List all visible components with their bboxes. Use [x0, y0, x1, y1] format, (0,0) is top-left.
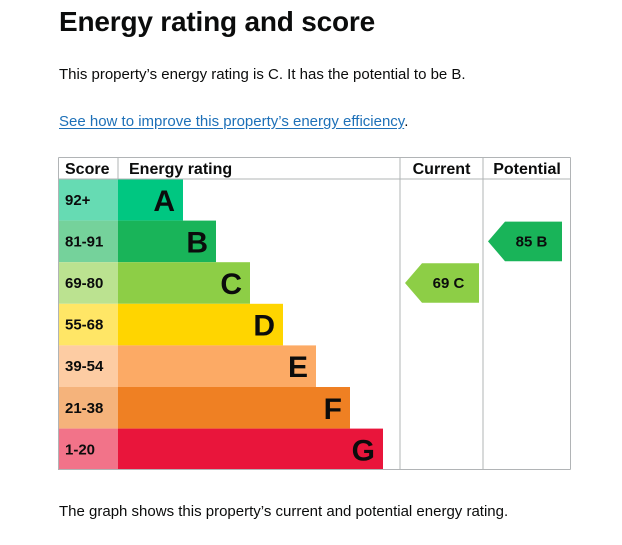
- score-label-f: 21-38: [65, 400, 103, 417]
- energy-rating-graph: 92+ A 81-91 B 69-80 C 55-68 D 39-54 E 21-38 F 1-20 G S…: [58, 157, 571, 470]
- score-cell-c: [58, 262, 118, 304]
- score-label-a: 92+: [65, 192, 91, 209]
- rating-letter-c: C: [220, 268, 242, 301]
- score-cell-e: [58, 345, 118, 387]
- score-cell-d: [58, 303, 118, 346]
- rating-bar-d: [118, 303, 283, 346]
- score-label-c: 69-80: [65, 275, 103, 292]
- header-current: Current: [413, 161, 471, 178]
- rating-letter-f: F: [324, 393, 342, 426]
- rating-letter-g: G: [352, 434, 375, 467]
- page-title: Energy rating and score: [59, 6, 375, 37]
- rating-letter-e: E: [288, 351, 308, 384]
- improve-link-line: See how to improve this property’s energ…: [59, 113, 408, 130]
- rating-bar-g: [118, 428, 383, 470]
- rating-bar-e: [118, 345, 316, 387]
- current-rating-arrow: [405, 263, 479, 303]
- score-label-e: 39-54: [65, 358, 104, 375]
- score-cell-b: [58, 220, 118, 263]
- rating-bar-f: [118, 387, 350, 429]
- current-rating-label: 69 C: [433, 275, 465, 292]
- score-cell-f: [58, 387, 118, 429]
- score-cell-g: [58, 428, 118, 470]
- rating-letter-d: D: [253, 310, 275, 343]
- header-energy-rating: Energy rating: [129, 161, 232, 178]
- header-score: Score: [65, 161, 110, 178]
- score-label-d: 55-68: [65, 317, 103, 334]
- rating-bar-b: [118, 220, 216, 263]
- potential-rating-label: 85 B: [516, 233, 548, 250]
- rating-letter-b: B: [186, 226, 208, 259]
- score-label-b: 81-91: [65, 233, 103, 250]
- energy-rating-chart: 92+ A 81-91 B 69-80 C 55-68 D 39-54 E 21-38 F 1-20 G S…: [58, 157, 571, 470]
- rating-letter-a: A: [153, 185, 175, 218]
- rating-summary: This property’s energy rating is C. It h…: [59, 66, 466, 83]
- potential-rating-arrow: [488, 221, 562, 262]
- score-label-g: 1-20: [65, 441, 95, 458]
- graph-caption: The graph shows this property’s current …: [59, 503, 509, 520]
- link-suffix: .: [404, 113, 409, 130]
- rating-bar-a: [118, 179, 183, 221]
- improve-efficiency-link[interactable]: See how to improve this property’s energ…: [59, 113, 405, 130]
- header-potential: Potential: [493, 161, 561, 178]
- rating-bar-c: [118, 262, 250, 304]
- score-cell-a: [58, 179, 118, 221]
